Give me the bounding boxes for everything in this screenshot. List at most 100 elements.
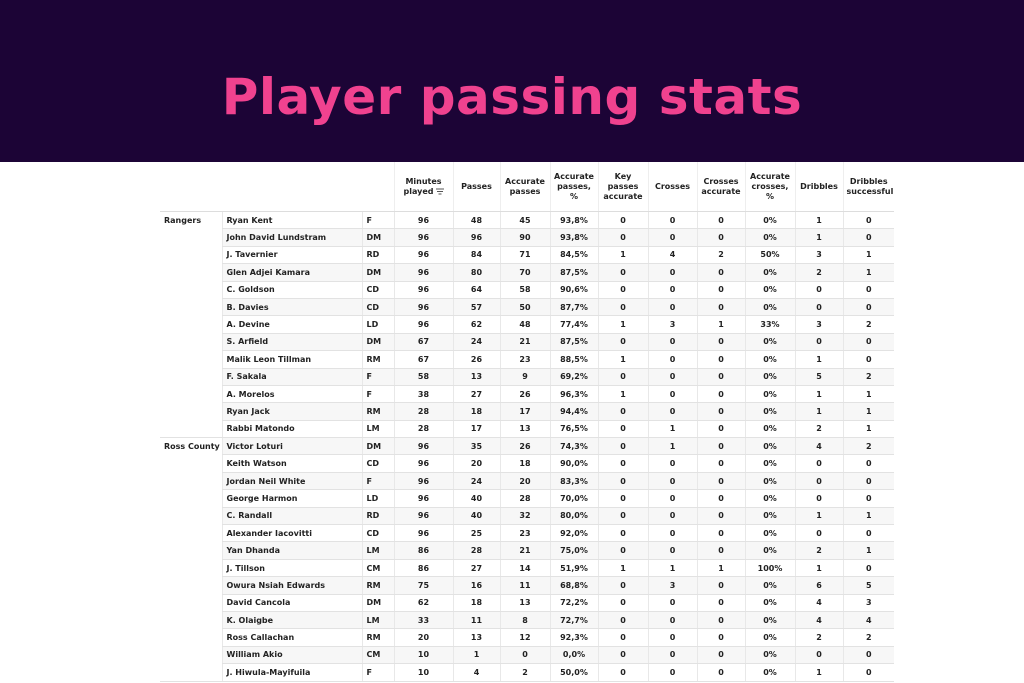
column-header[interactable]: Accurate crosses, % (744, 162, 795, 212)
stat-cell: 96 (452, 228, 500, 247)
stat-cell: 5 (794, 368, 843, 386)
stat-cell: 96 (393, 472, 453, 491)
stat-cell: 0 (696, 628, 745, 647)
player-name: David Cancola (221, 594, 362, 612)
stat-cell: 1 (647, 437, 697, 456)
stat-cell: 0 (647, 663, 697, 682)
player-name: C. Goldson (221, 281, 362, 299)
stat-cell: 1 (842, 385, 894, 404)
stat-cell: 3 (794, 246, 843, 265)
stat-cell: 0 (842, 298, 894, 317)
stat-cell: 0% (744, 437, 795, 456)
player-name: J. Tavernier (221, 246, 362, 265)
stat-cell: 92,3% (549, 628, 598, 647)
column-header[interactable]: Accurate passes (499, 162, 550, 212)
stat-cell: 45 (499, 211, 550, 230)
stat-cell: 2 (842, 368, 894, 386)
table-container: Minutes played Passes Accurate passes Accur… (160, 162, 894, 683)
header-cell (222, 162, 362, 212)
stat-cell: 87,7% (549, 298, 598, 317)
stat-cell: 16 (452, 576, 500, 595)
stat-cell: 12 (499, 628, 550, 647)
stat-cell: 0 (696, 507, 745, 526)
stat-cell: 64 (452, 281, 500, 299)
stat-cell: 90 (499, 228, 550, 247)
stat-cell: 40 (452, 489, 500, 508)
stat-cell: 90,6% (549, 281, 598, 299)
player-name: Rabbi Matondo (221, 420, 362, 439)
stat-cell: 80,0% (549, 507, 598, 526)
stat-cell: 0% (744, 333, 795, 352)
stat-cell: 88,5% (549, 350, 598, 369)
stat-cell: 96 (393, 246, 453, 265)
stat-cell: 1 (794, 228, 843, 247)
position: RD (361, 507, 394, 526)
stat-cell: 8 (499, 611, 550, 630)
stat-cell: 70 (499, 263, 550, 282)
table-body: Rangers Ryan Kent F 96 48 45 93,8% 0 0 0 0% 1 0 John … (160, 211, 894, 682)
column-header[interactable]: Minutes played (393, 162, 453, 212)
stat-cell: 32 (499, 507, 550, 526)
stat-cell: 0 (794, 489, 843, 508)
position: DM (361, 228, 394, 247)
stat-cell: 1 (794, 385, 843, 404)
column-header[interactable]: Dribbles (794, 162, 843, 212)
position: F (361, 663, 394, 682)
stat-cell: 72,7% (549, 611, 598, 630)
player-name: C. Randall (221, 507, 362, 526)
stat-cell: 50% (744, 246, 795, 265)
player-name: George Harmon (221, 489, 362, 508)
player-row: B. Davies CD 96 57 50 87,7% 0 0 0 0% 0 0 (160, 298, 894, 317)
stat-cell: 0 (597, 628, 648, 647)
player-name: J. Tillson (221, 559, 362, 578)
stat-cell: 0 (647, 472, 697, 491)
stat-cell: 72,2% (549, 594, 598, 612)
stat-cell: 24 (452, 472, 500, 491)
sort-icon[interactable] (435, 188, 444, 195)
stat-cell: 0 (696, 576, 745, 595)
stat-cell: 0 (794, 646, 843, 665)
stat-cell: 0 (597, 524, 648, 543)
stat-cell: 0% (744, 402, 795, 421)
stat-cell: 0% (744, 211, 795, 230)
column-header[interactable]: Passes (452, 162, 500, 212)
stat-cell: 18 (499, 454, 550, 473)
stat-cell: 0 (647, 541, 697, 560)
column-header[interactable]: Dribbles successful (842, 162, 894, 212)
stat-cell: 4 (794, 437, 843, 456)
stat-cell: 33 (393, 611, 453, 630)
position: LM (361, 420, 394, 439)
stat-cell: 0 (647, 594, 697, 612)
stat-cell: 0 (794, 472, 843, 491)
player-name: A. Morelos (221, 385, 362, 404)
stat-cell: 0 (499, 646, 550, 665)
stat-cell: 0 (597, 298, 648, 317)
stat-cell: 2 (696, 246, 745, 265)
stat-cell: 4 (794, 611, 843, 630)
header-text: Passes (461, 181, 492, 191)
stat-cell: 50 (499, 298, 550, 317)
column-header[interactable]: Crosses accurate (696, 162, 745, 212)
stat-cell: 96 (393, 211, 453, 230)
stat-cell: 23 (499, 524, 550, 543)
stat-cell: 0 (597, 576, 648, 595)
stat-cell: 0 (696, 646, 745, 665)
column-header[interactable]: Accurate passes, % (549, 162, 598, 212)
player-row: George Harmon LD 96 40 28 70,0% 0 0 0 0% 0 0 (160, 489, 894, 508)
stat-cell: 1 (647, 420, 697, 439)
player-row: J. Tavernier RD 96 84 71 84,5% 1 4 2 50% 3 1 (160, 246, 894, 265)
stat-cell: 1 (842, 402, 894, 421)
stat-cell: 0% (744, 350, 795, 369)
stat-cell: 0% (744, 646, 795, 665)
column-header[interactable]: Key passes accurate (597, 162, 648, 212)
stat-cell: 0 (597, 594, 648, 612)
stat-cell: 3 (794, 315, 843, 334)
stat-cell: 96 (393, 454, 453, 473)
stat-cell: 0 (597, 454, 648, 473)
header-text: Dribbles successful (846, 176, 894, 196)
stat-cell: 9 (499, 368, 550, 386)
player-row: David Cancola DM 62 18 13 72,2% 0 0 0 0% 4 3 (160, 594, 894, 612)
position: F (361, 368, 394, 386)
column-header[interactable]: Crosses (647, 162, 697, 212)
position: CD (361, 281, 394, 299)
